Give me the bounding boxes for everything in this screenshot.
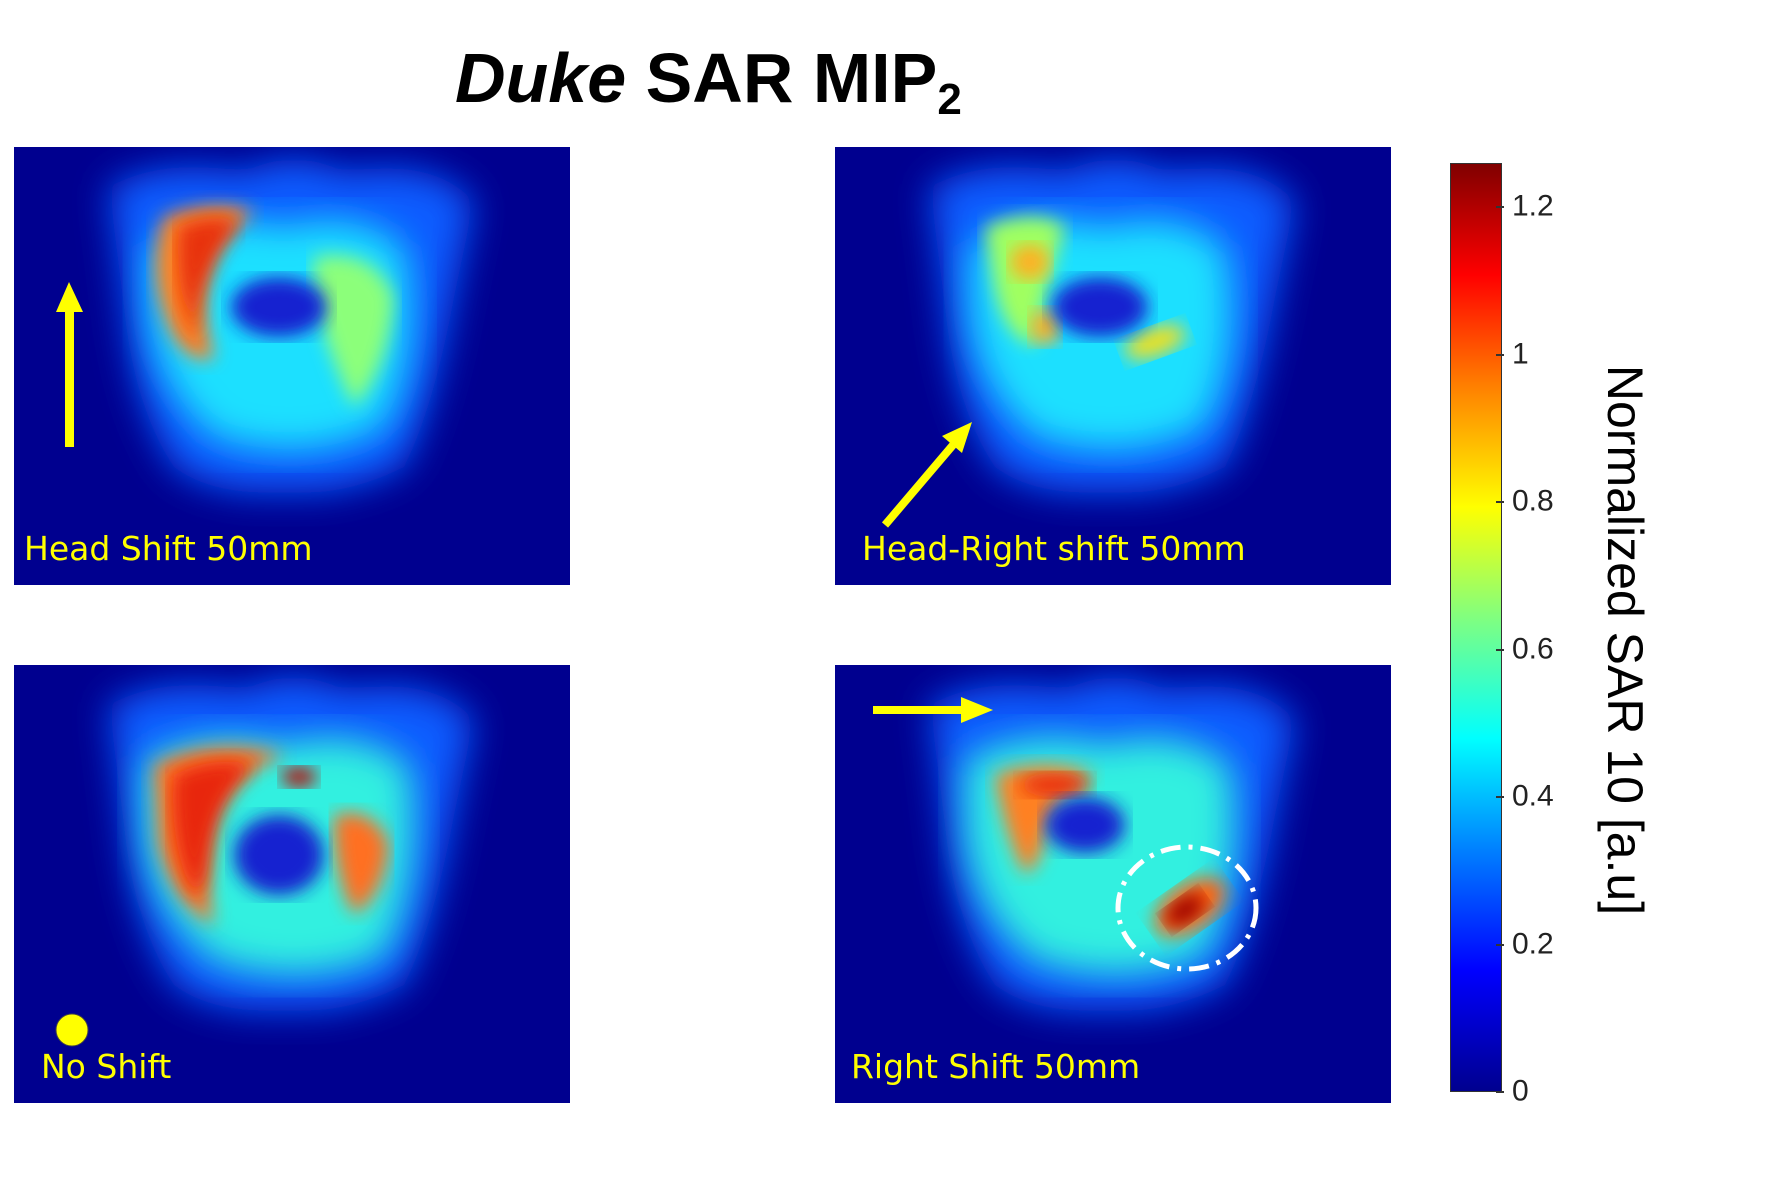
panel-label: Head Shift 50mm [24, 529, 313, 568]
colorbar [1450, 163, 1502, 1092]
title-main: SAR MIP [626, 39, 938, 117]
panel-label: Right Shift 50mm [851, 1047, 1141, 1086]
colorbar-tick-label: 0.4 [1512, 779, 1554, 813]
colorbar-tick [1496, 648, 1504, 651]
panel-right-shift: Right Shift 50mm [835, 665, 1391, 1103]
colorbar-tick-label: 0.6 [1512, 631, 1554, 665]
right-arrow-icon [873, 697, 993, 723]
colorbar-tick [1496, 206, 1504, 209]
panel-head-shift: Head Shift 50mm [14, 147, 570, 585]
up-arrow-icon [56, 282, 83, 447]
highlight-circle [1115, 844, 1259, 972]
colorbar-tick-label: 1.2 [1512, 189, 1554, 223]
title-subscript: 2 [937, 75, 962, 124]
colorbar-tick-label: 0.2 [1512, 926, 1554, 960]
colorbar-tick [1496, 501, 1504, 504]
dot-icon [55, 1013, 89, 1047]
colorbar-tick-label: 0 [1512, 1074, 1529, 1108]
colorbar-tick [1496, 796, 1504, 799]
title-italic: Duke [455, 39, 627, 117]
panel-no-shift: No Shift [14, 665, 570, 1103]
panel-head-right-shift: Head-Right shift 50mm [835, 147, 1391, 585]
colorbar-tick [1496, 1091, 1504, 1093]
colorbar-title: Normalized SAR 10 [a.u] [1597, 364, 1653, 916]
diagonal-arrow-icon [881, 422, 972, 528]
panel-label: No Shift [41, 1047, 172, 1086]
colorbar-tick-label: 0.8 [1512, 484, 1554, 518]
colorbar-tick-label: 1 [1512, 337, 1529, 371]
colorbar-tick [1496, 943, 1504, 946]
colorbar-tick [1496, 353, 1504, 356]
figure-title: Duke SAR MIP2 [455, 38, 962, 125]
panel-label: Head-Right shift 50mm [862, 529, 1246, 568]
